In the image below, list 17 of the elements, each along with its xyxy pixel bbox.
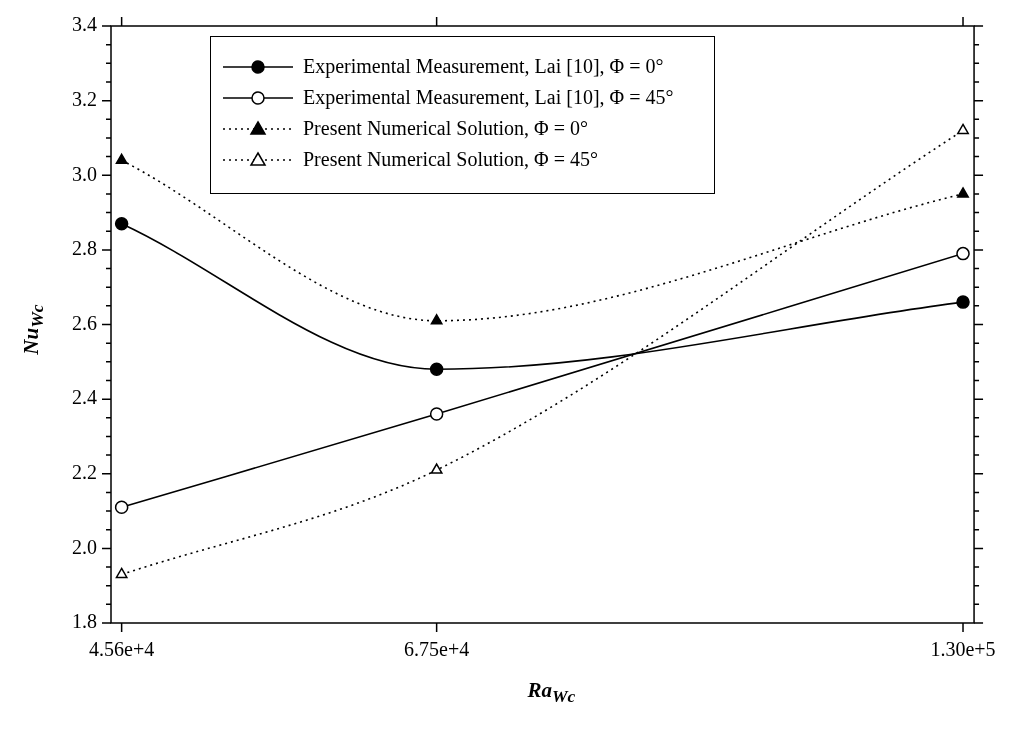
y-tick-label: 1.8 xyxy=(72,610,97,633)
y-tick-label: 2.0 xyxy=(72,535,97,558)
y-tick-label: 2.4 xyxy=(72,386,97,409)
x-axis-title: Ra$_{Wc}$ xyxy=(527,678,576,708)
legend-label: Present Numerical Solution, Φ = 0° xyxy=(303,117,588,140)
x-tick-label: 1.30e+5 xyxy=(930,638,996,661)
legend-label: Experimental Measurement, Lai [10], Φ = 0° xyxy=(303,55,664,78)
x-tick-label: 6.75e+4 xyxy=(404,638,470,661)
y-tick-label: 3.0 xyxy=(72,162,97,185)
y-tick-label: 3.4 xyxy=(72,13,97,36)
y-tick-label: 3.2 xyxy=(72,87,97,110)
y-tick-label: 2.8 xyxy=(72,237,97,260)
legend-label: Experimental Measurement, Lai [10], Φ = 45° xyxy=(303,86,674,109)
y-tick-label: 2.2 xyxy=(72,461,97,483)
legend-label: Present Numerical Solution, Φ = 45° xyxy=(303,148,598,171)
x-tick-label: 4.56e+4 xyxy=(89,638,155,661)
y-tick-label: 2.6 xyxy=(72,311,97,334)
